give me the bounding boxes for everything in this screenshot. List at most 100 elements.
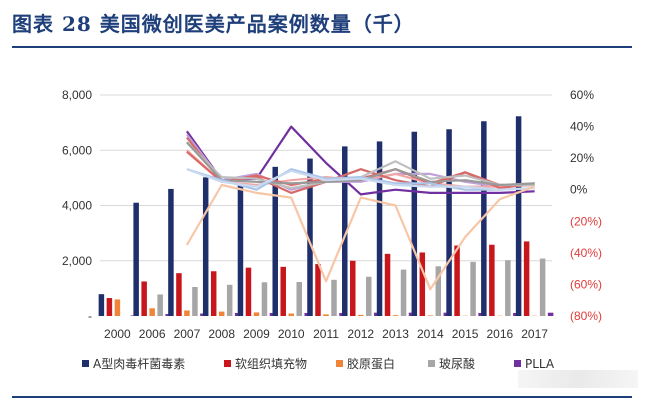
bar — [384, 253, 391, 316]
bar — [133, 202, 139, 316]
bar — [350, 260, 356, 316]
y-tick-label: 8,000 — [62, 88, 92, 102]
bottom-divider — [12, 396, 632, 398]
bar — [165, 314, 171, 316]
bar — [210, 271, 217, 316]
bar — [261, 282, 268, 316]
legend-label: 玻尿酸 — [439, 356, 475, 371]
bar — [489, 244, 495, 316]
bar — [515, 116, 522, 317]
bar — [130, 315, 137, 316]
bar — [98, 294, 105, 316]
bars — [98, 116, 554, 317]
legend-label: 软组织填充物 — [235, 356, 307, 371]
bar — [374, 312, 380, 316]
bar — [470, 261, 476, 316]
legend-label: 胶原蛋白 — [347, 356, 395, 371]
bar — [202, 177, 209, 316]
bar — [315, 264, 321, 316]
bar — [411, 131, 418, 316]
legend-swatch — [336, 360, 343, 367]
bar — [478, 312, 484, 316]
watermark-blur — [518, 370, 638, 388]
bar — [237, 183, 244, 316]
y2-tick-label: 0% — [570, 183, 588, 197]
grid-lines — [100, 94, 552, 262]
bar — [392, 315, 399, 316]
growth-line — [186, 168, 535, 191]
bar — [339, 312, 345, 316]
bar — [253, 312, 260, 316]
legend-swatch — [428, 360, 435, 367]
bar — [272, 166, 278, 316]
legend-swatch — [82, 360, 89, 367]
y2-tick-label: 60% — [570, 88, 594, 102]
y2-tick-label: (80%) — [570, 309, 602, 323]
x-tick-label: 2008 — [208, 327, 235, 341]
bar — [176, 273, 182, 316]
bar — [539, 258, 546, 316]
bar — [288, 313, 294, 316]
y-axis-left: - 2,000 4,000 6,000 8,000 — [62, 88, 92, 323]
x-tick-label: 2016 — [486, 327, 513, 341]
bar — [366, 276, 372, 316]
y2-tick-label: 20% — [570, 151, 594, 165]
y-tick-label: - — [88, 309, 92, 323]
growth-line — [185, 183, 535, 291]
y2-tick-label: (20%) — [570, 214, 602, 228]
x-tick-label: 2013 — [382, 327, 409, 341]
bar — [114, 299, 121, 316]
bar — [192, 286, 198, 316]
bar — [547, 312, 554, 316]
bar — [149, 308, 155, 316]
x-tick-label: 2006 — [139, 327, 166, 341]
y-tick-label: 4,000 — [62, 199, 92, 213]
bar — [342, 146, 348, 316]
x-tick-label: 2009 — [243, 327, 270, 341]
legend: A型肉毒杆菌毒素 软组织填充物 胶原蛋白 玻尿酸 PLLA — [82, 356, 555, 371]
bar — [446, 129, 452, 316]
x-tick-label: 2000 — [104, 327, 131, 341]
bar — [218, 311, 225, 316]
bar — [296, 282, 302, 316]
bar — [523, 241, 530, 316]
growth-line — [186, 168, 535, 191]
x-tick-label: 2014 — [417, 327, 444, 341]
legend-swatch — [514, 360, 521, 367]
bar — [304, 312, 310, 316]
bar — [200, 313, 206, 316]
bar — [358, 314, 364, 316]
bar — [184, 310, 190, 316]
x-tick-label: 2017 — [521, 327, 548, 341]
bar — [245, 267, 252, 316]
legend-label: PLLA — [525, 357, 555, 371]
bar — [106, 298, 113, 316]
bar — [481, 121, 487, 317]
bar — [226, 284, 233, 316]
title-divider — [12, 46, 632, 48]
growth-line — [186, 133, 535, 191]
y-axis-right: (80%) (60%) (40%) (20%) 0% 20% 40% 60% — [570, 88, 602, 323]
legend-swatch — [224, 360, 231, 367]
bar — [307, 158, 313, 316]
bar — [419, 252, 426, 316]
bar — [513, 312, 519, 316]
bar — [234, 312, 241, 316]
growth-line — [186, 141, 535, 187]
x-tick-label: 2007 — [174, 327, 201, 341]
legend-label: A型肉毒杆菌毒素 — [93, 357, 185, 371]
bar — [435, 266, 442, 316]
bar — [505, 260, 511, 316]
bar — [454, 245, 460, 316]
x-tick-label: 2015 — [452, 327, 479, 341]
bar — [168, 188, 174, 316]
bar — [443, 312, 450, 316]
bar — [280, 266, 286, 316]
bar — [376, 141, 383, 316]
x-tick-label: 2012 — [347, 327, 374, 341]
bar — [427, 315, 434, 316]
bar — [141, 281, 147, 316]
bar — [408, 312, 415, 316]
x-tick-label: 2011 — [313, 327, 339, 341]
